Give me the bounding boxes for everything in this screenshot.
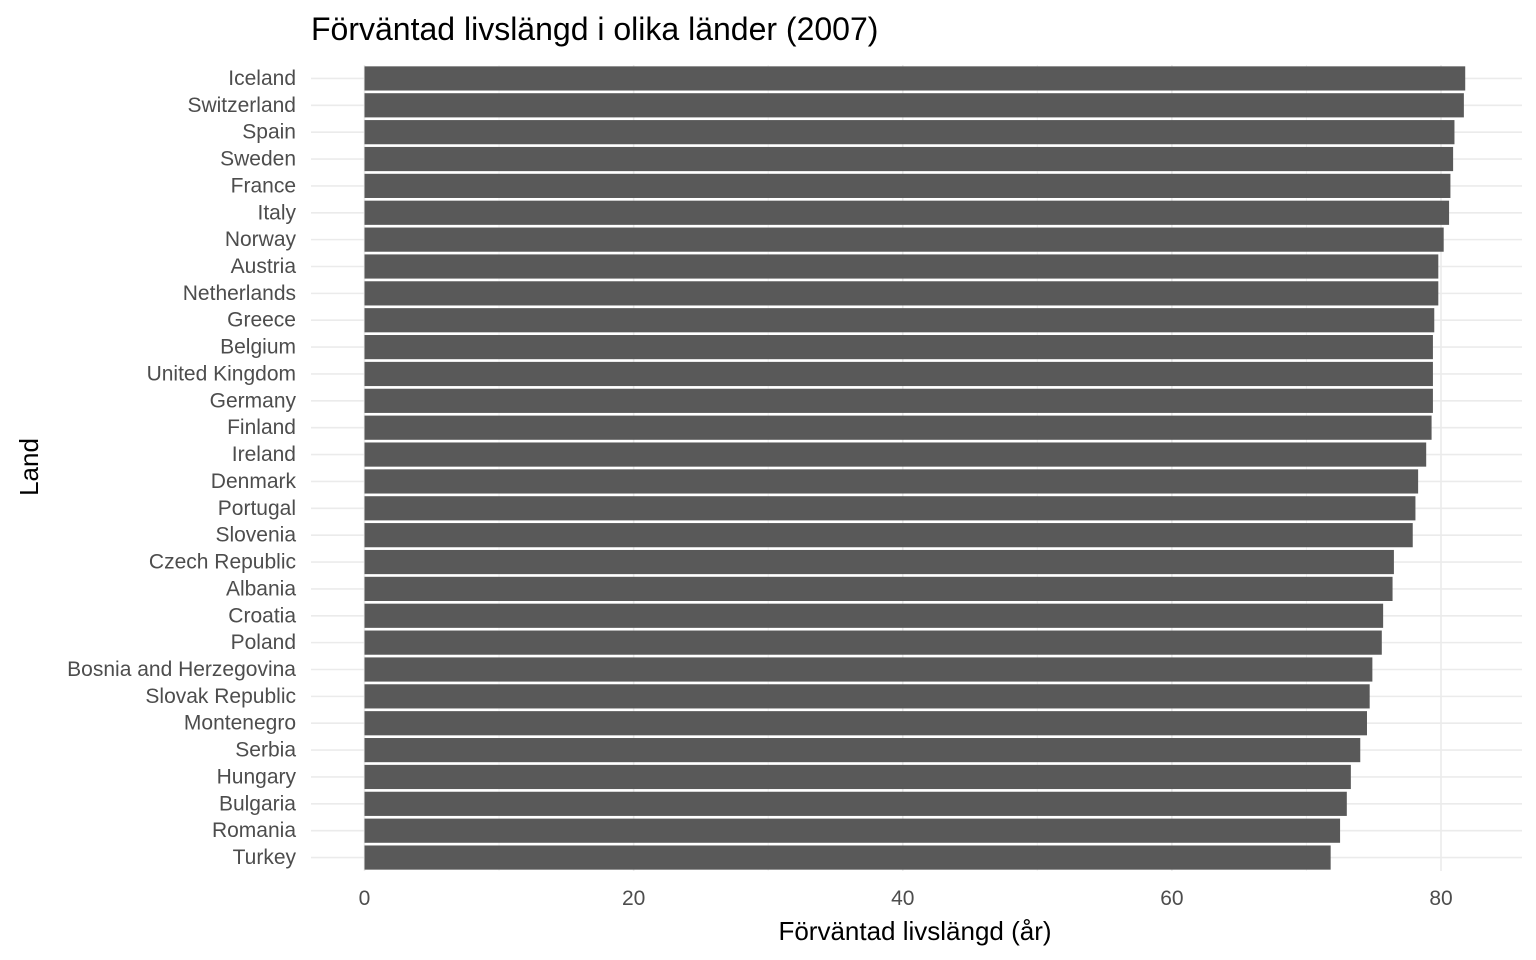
- bar-france: [364, 173, 1451, 198]
- y-tick-label: Slovenia: [215, 524, 296, 547]
- y-tick-label: Slovak Republic: [145, 685, 296, 708]
- bar-norway: [364, 227, 1444, 252]
- bar-iceland: [364, 66, 1466, 91]
- bar-austria: [364, 254, 1439, 279]
- bar-hungary: [364, 764, 1351, 790]
- y-tick-label: Montenegro: [184, 712, 296, 735]
- bar-italy: [364, 200, 1450, 225]
- y-tick-label: Bosnia and Herzegovina: [67, 658, 296, 681]
- y-tick-label: Hungary: [217, 765, 297, 788]
- bar-ireland: [364, 442, 1427, 467]
- y-axis-title: Land: [14, 438, 44, 496]
- bar-turkey: [364, 845, 1331, 870]
- y-tick-label: Belgium: [220, 336, 296, 359]
- chart-title: Förväntad livslängd i olika länder (2007…: [311, 11, 878, 47]
- y-tick-label: Norway: [225, 228, 297, 251]
- bar-finland: [364, 415, 1432, 440]
- y-tick-label: Turkey: [233, 846, 297, 869]
- y-tick-label: Switzerland: [187, 94, 296, 117]
- bar-switzerland: [364, 93, 1464, 118]
- bar-germany: [364, 388, 1433, 413]
- bar-serbia: [364, 738, 1361, 763]
- x-tick-labels: 0 20 40 60 80: [359, 887, 1453, 910]
- bar-netherlands: [364, 281, 1439, 306]
- bar-united-kingdom: [364, 361, 1433, 387]
- bar-slovenia: [364, 523, 1413, 548]
- x-tick-label: 80: [1429, 887, 1452, 910]
- y-tick-label: Italy: [257, 201, 296, 224]
- y-tick-label: Serbia: [235, 739, 296, 762]
- x-tick-label: 40: [891, 887, 914, 910]
- x-axis-title: Förväntad livslängd (år): [778, 916, 1051, 946]
- bar-bulgaria: [364, 791, 1347, 816]
- x-tick-label: 20: [622, 887, 645, 910]
- y-tick-label: Sweden: [220, 148, 296, 171]
- y-tick-labels: Iceland Switzerland Spain Sweden France Italy…: [67, 67, 296, 869]
- x-tick-label: 0: [359, 887, 371, 910]
- y-tick-label: Poland: [231, 631, 296, 654]
- y-tick-label: Finland: [227, 416, 296, 439]
- bar-portugal: [364, 496, 1416, 521]
- bar-romania: [364, 818, 1341, 843]
- x-tick-label: 60: [1160, 887, 1183, 910]
- y-tick-label: Portugal: [218, 497, 296, 520]
- y-tick-label: Austria: [231, 255, 297, 278]
- y-tick-label: Netherlands: [183, 282, 296, 305]
- y-tick-label: Greece: [227, 309, 296, 332]
- bar-bosnia-and-herzegovina: [364, 657, 1373, 682]
- bar-belgium: [364, 335, 1433, 360]
- y-tick-label: Bulgaria: [219, 792, 296, 815]
- bar-greece: [364, 308, 1435, 333]
- bar-croatia: [364, 603, 1384, 628]
- y-tick-label: Iceland: [228, 67, 296, 90]
- y-tick-label: Ireland: [232, 443, 296, 466]
- y-tick-label: United Kingdom: [147, 362, 296, 385]
- bar-montenegro: [364, 711, 1367, 736]
- bars: [364, 66, 1466, 870]
- bar-spain: [364, 120, 1455, 145]
- y-tick-label: France: [231, 174, 296, 197]
- y-tick-label: Spain: [242, 121, 296, 144]
- y-tick-label: Albania: [226, 577, 296, 600]
- y-tick-label: Denmark: [211, 470, 297, 493]
- bar-sweden: [364, 146, 1454, 172]
- y-tick-label: Romania: [212, 819, 296, 842]
- y-tick-label: Germany: [210, 389, 297, 412]
- y-tick-label: Croatia: [228, 604, 296, 627]
- bar-albania: [364, 576, 1393, 601]
- bar-denmark: [364, 469, 1419, 494]
- bar-poland: [364, 630, 1382, 655]
- bar-slovak-republic: [364, 684, 1370, 709]
- y-tick-label: Czech Republic: [149, 551, 296, 574]
- bar-czech-republic: [364, 549, 1394, 575]
